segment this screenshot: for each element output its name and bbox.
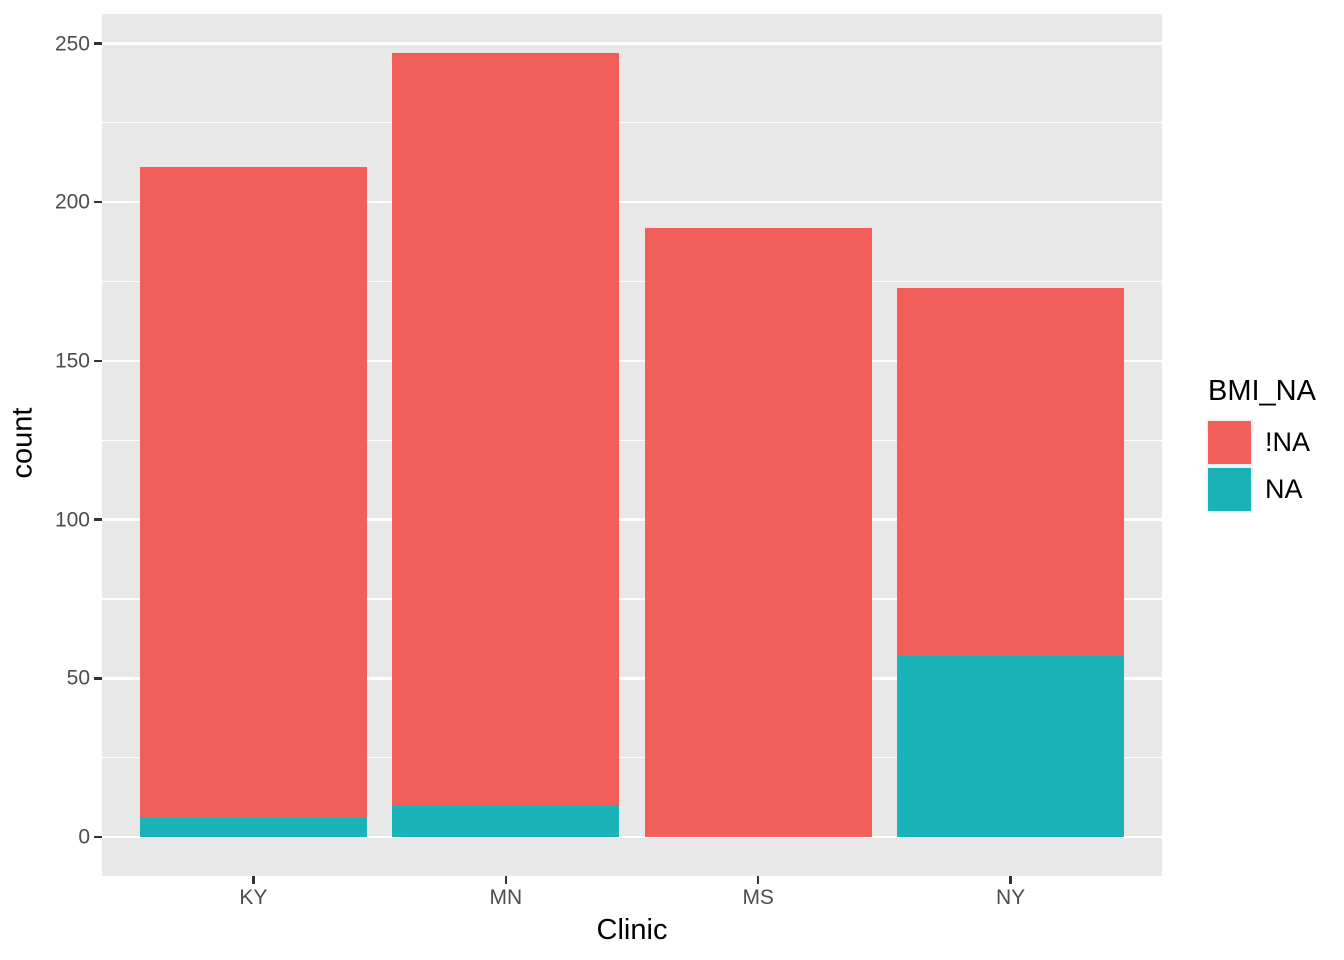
y-tick-label: 150 [54,349,90,373]
y-axis-title: count [6,407,39,479]
bar-segment-KY-NA [139,817,367,837]
minor-gridline [102,598,1162,600]
legend-key [1206,419,1253,466]
legend-entry-label: !NA [1265,427,1311,457]
major-gridline [102,200,1162,204]
y-tick-label: 0 [78,825,90,849]
bar-segment-MS-!NA [644,227,872,837]
legend: BMI_NA !NA NA [1206,377,1344,513]
x-tick-label: KY [239,886,268,909]
y-tick-label: 100 [54,508,90,532]
y-tick-label: 50 [66,666,90,690]
legend-entry: !NA [1206,419,1344,466]
x-tick-label: NY [995,886,1026,909]
legend-entry-label: NA [1265,474,1303,504]
x-axis-title: Clinic [596,914,668,946]
minor-gridline [102,280,1162,283]
bar-segment-MN-!NA [392,53,620,806]
legend-title: BMI_NA [1208,375,1316,407]
y-tick-mark [94,518,102,521]
major-gridline [102,677,1162,680]
minor-gridline [102,122,1162,124]
major-gridline [102,518,1162,521]
plot-panel [102,14,1162,876]
y-tick-mark [94,677,102,680]
major-gridline [102,359,1162,363]
y-tick-mark [94,359,102,363]
x-tick-mark [1009,876,1012,884]
bar-segment-MN-NA [392,805,620,837]
x-tick-label: MN [489,886,523,909]
legend-entry: NA [1206,466,1344,513]
legend-key [1206,466,1253,513]
minor-gridline [102,439,1162,441]
bar-segment-NY-NA [897,656,1125,837]
y-tick-mark [94,835,102,839]
major-gridline [102,42,1162,45]
x-tick-label: MS [742,886,774,909]
y-tick-mark [94,42,102,45]
x-tick-mark [252,876,255,884]
legend-entries: !NA NA [1206,419,1344,513]
legend-key-swatch [1208,421,1251,464]
x-tick-mark [504,876,508,884]
major-gridline [102,835,1162,839]
y-tick-label: 250 [54,32,90,55]
y-tick-label: 200 [54,190,90,214]
legend-key-swatch [1208,468,1251,511]
x-tick-mark [756,876,760,884]
minor-gridline [102,757,1162,759]
bar-segment-NY-!NA [897,287,1125,657]
y-tick-mark [94,200,102,204]
bar-segment-KY-!NA [139,167,367,818]
